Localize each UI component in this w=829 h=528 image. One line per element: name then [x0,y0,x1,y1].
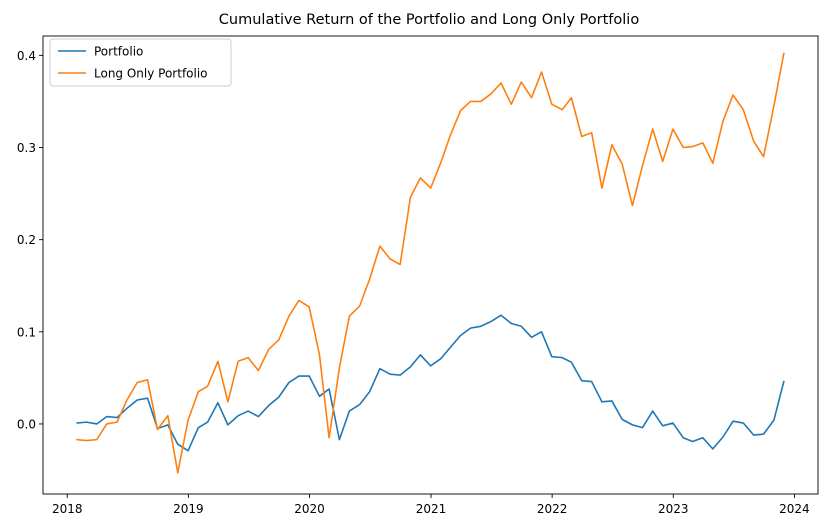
series-line-long-only [76,52,785,474]
legend-label-long-only: Long Only Portfolio [94,67,208,81]
y-axis: 0.0 0.1 0.2 0.3 0.4 [17,49,43,431]
x-tick-label: 2022 [537,502,568,516]
axes-frame [42,35,819,495]
x-tick-label: 2024 [779,502,810,516]
x-tick-label: 2018 [52,502,83,516]
y-tick-label: 0.1 [17,325,36,339]
legend: Portfolio Long Only Portfolio [49,38,232,87]
y-tick-label: 0.3 [17,141,36,155]
y-tick-label: 0.0 [17,417,36,431]
x-tick-label: 2020 [294,502,325,516]
x-tick-label: 2021 [416,502,447,516]
x-tick-label: 2019 [173,502,204,516]
legend-label-portfolio: Portfolio [94,45,143,59]
plot-area [76,52,785,474]
series-line-portfolio [76,314,785,452]
legend-box [49,38,232,87]
axes-border [42,35,819,495]
x-tick-label: 2023 [658,502,689,516]
y-tick-label: 0.4 [17,49,36,63]
chart-title: Cumulative Return of the Portfolio and L… [219,12,640,28]
y-tick-label: 0.2 [17,233,36,247]
x-axis: 2018 2019 2020 2021 2022 2023 2024 [52,494,810,516]
